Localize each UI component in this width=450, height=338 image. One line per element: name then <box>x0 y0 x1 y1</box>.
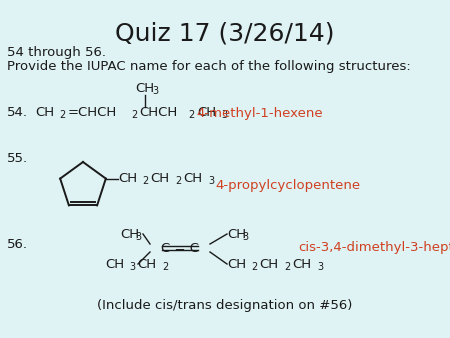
Text: CH: CH <box>227 258 246 270</box>
Text: cis-3,4-dimethyl-3-heptene: cis-3,4-dimethyl-3-heptene <box>298 241 450 255</box>
Text: CH: CH <box>197 106 216 120</box>
Text: C = C: C = C <box>161 241 199 255</box>
Text: (Include cis/trans designation on #56): (Include cis/trans designation on #56) <box>97 298 353 312</box>
Text: 3: 3 <box>135 233 141 242</box>
Text: 3: 3 <box>242 233 248 242</box>
Text: CH: CH <box>35 106 54 120</box>
Text: CH: CH <box>105 258 124 270</box>
Text: 4-methyl-1-hexene: 4-methyl-1-hexene <box>196 106 323 120</box>
Text: CHCH: CHCH <box>140 106 178 120</box>
Text: 54.: 54. <box>7 106 28 120</box>
Text: 3: 3 <box>130 262 136 271</box>
Text: 2: 2 <box>189 111 195 121</box>
Text: 4-propylcyclopentene: 4-propylcyclopentene <box>215 178 360 192</box>
Text: 2: 2 <box>143 176 149 186</box>
Text: 3: 3 <box>221 111 228 121</box>
Text: 2: 2 <box>162 262 168 271</box>
Text: 2: 2 <box>131 111 138 121</box>
Text: 2: 2 <box>175 176 181 186</box>
Text: CH: CH <box>120 228 139 241</box>
Text: 3: 3 <box>152 86 158 96</box>
Text: 3: 3 <box>317 262 323 271</box>
Text: CH: CH <box>135 81 154 95</box>
Text: CH: CH <box>183 172 202 185</box>
Text: 54 through 56.: 54 through 56. <box>7 46 106 59</box>
Text: 2: 2 <box>60 111 66 121</box>
Text: 3: 3 <box>208 176 214 186</box>
Text: 56.: 56. <box>7 239 28 251</box>
Text: Provide the IUPAC name for each of the following structures:: Provide the IUPAC name for each of the f… <box>7 60 411 73</box>
Text: Quiz 17 (3/26/14): Quiz 17 (3/26/14) <box>115 22 335 46</box>
Text: 2: 2 <box>252 262 258 271</box>
Text: CH: CH <box>138 258 157 270</box>
Text: 2: 2 <box>284 262 291 271</box>
Text: 55.: 55. <box>7 151 28 165</box>
Text: CH: CH <box>260 258 279 270</box>
Text: =CHCH: =CHCH <box>68 106 117 120</box>
Text: CH: CH <box>292 258 311 270</box>
Text: CH: CH <box>118 172 137 185</box>
Text: CH: CH <box>151 172 170 185</box>
Text: CH: CH <box>227 228 246 241</box>
